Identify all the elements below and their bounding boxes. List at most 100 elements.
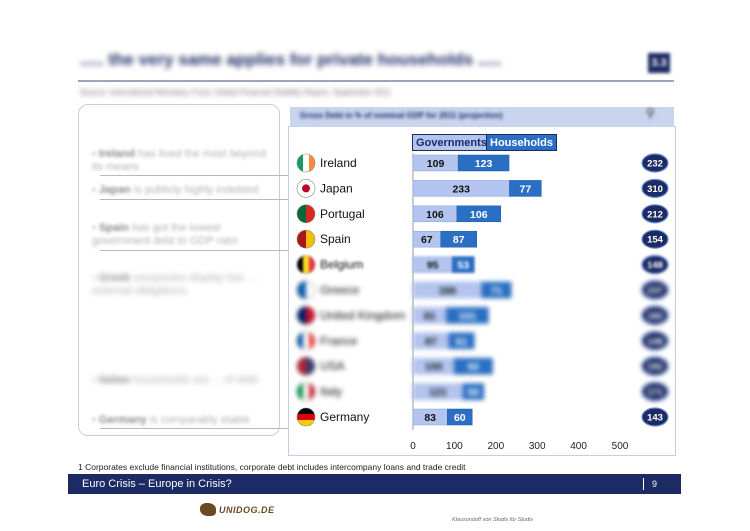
data-label: 77 [520,183,532,195]
category-label: Portugal [320,207,365,221]
total-badge-france [641,331,669,351]
bullet-germany: • Germany is comparably stable [92,414,250,426]
flag-italy-icon [297,382,315,401]
category-label: Italy [320,385,342,399]
chart-title: Gross Debt in % of nominal GDP for 2011 … [300,111,503,120]
data-label: 233 [452,183,470,195]
connector-line [100,175,290,176]
total-badge-italy [641,382,669,402]
flag-france-icon [297,331,315,350]
bar-households-germany [447,408,473,426]
legend-households: Households [486,134,557,151]
total-badge-ireland [641,153,669,173]
bar-households-belgium [452,256,475,273]
total-label: 148 [647,260,663,271]
category-label: United Kingdom [320,308,405,322]
data-label: 101 [459,310,477,322]
data-label: 109 [427,158,445,170]
row-belgium: Belgium 95 53 148 [296,255,669,275]
total-label: 192 [647,362,663,373]
x-tick-label: 100 [446,441,463,452]
flag-spain-icon [297,230,315,249]
data-label: 95 [427,260,439,272]
total-label: 143 [647,413,663,424]
dog-icon [200,503,216,516]
bar-households-spain [440,230,478,248]
bar-households-greece [481,281,512,299]
row-japan: Japan 233 77 310 [296,178,669,198]
bar-households-portugal [456,205,502,223]
footer-title: Euro Crisis – Europe in Crisis? [82,478,232,490]
total-label: 182 [647,311,663,322]
total-badge-germany [641,407,669,427]
footnote: 1 Corporates exclude financial instituti… [78,462,466,472]
x-tick-label: 500 [612,441,629,452]
bullet-japan: • Japan is publicly highly indebted [92,184,259,196]
bullet-spain: • Spain has got the lowest government de… [92,222,238,247]
data-label: 121 [429,387,447,399]
data-label: 53 [457,260,469,272]
flag-portugal-icon [297,204,315,223]
flag-border [296,204,316,224]
people-icon: ⚲ [646,106,655,120]
unidog-logo[interactable]: UNIDOG.DE [200,503,275,516]
flag-belgium-icon [297,255,315,274]
total-badge-portugal [641,204,669,224]
source-line: Source: International Monetary Fund, Glo… [80,88,392,97]
total-badge-belgium [641,255,669,275]
flag-border [296,407,316,427]
flag-ireland-icon [297,154,315,172]
row-italy: Italy 121 50 171 [296,382,669,402]
data-label: 92 [468,361,480,373]
row-ireland: Ireland 109 123 232 [296,153,669,173]
data-label: 106 [470,209,488,221]
row-portugal: Portugal 106 106 212 [296,204,669,224]
footer-separator [643,478,644,490]
flag-greece-icon [297,281,315,299]
total-label: 232 [647,159,663,170]
total-badge-japan [641,178,669,198]
category-label: Japan [320,181,353,195]
total-badge-greece [641,280,669,300]
x-tick-label: 200 [487,441,504,452]
data-label: 50 [468,387,480,399]
x-tick-label: 0 [410,441,416,452]
slide-number-badge: 3.3 [648,53,670,73]
total-label: 154 [647,235,664,246]
logo-text: UNIDOG.DE [219,504,275,515]
bullet-ireland: • Ireland has lived the most beyond its … [92,148,266,173]
footer-bar [68,474,681,494]
bar-households-usa [454,357,493,375]
data-label: 83 [424,412,436,424]
data-label: 123 [475,158,493,170]
data-label: 71 [491,285,503,297]
flag-border [296,229,316,249]
total-label: 171 [647,387,664,398]
row-usa: USA 100 92 192 [296,356,669,376]
x-tick-label: 400 [570,441,587,452]
row-spain: Spain 67 87 154 [296,229,669,249]
total-label: 212 [647,209,663,220]
row-france: France 87 61 148 [296,331,669,351]
data-label: 67 [421,234,433,246]
bar-households-ireland [457,154,510,172]
data-label: 106 [426,209,444,221]
x-tick-label: 300 [529,441,546,452]
data-label: 81 [424,310,436,322]
flag-united-kingdom-icon [297,306,315,325]
category-label: Belgium [320,258,363,272]
category-label: USA [320,359,345,373]
category-label: Greece [320,283,360,297]
row-united-kingdom: United Kingdom 81 101 182 [296,305,669,325]
page-title: ..... the very same applies for private … [80,50,502,69]
flag-japan-icon [297,179,315,198]
flag-border [296,331,316,351]
total-badge-usa [641,356,669,376]
bullet-greece: • Greek companies display low ... extern… [92,272,256,297]
flag-border [296,306,316,325]
category-label: Spain [320,232,351,246]
data-label: 166 [439,285,457,297]
tagline: Klausurstoff von Studis für Studis [452,517,534,523]
data-label: 87 [453,234,465,246]
